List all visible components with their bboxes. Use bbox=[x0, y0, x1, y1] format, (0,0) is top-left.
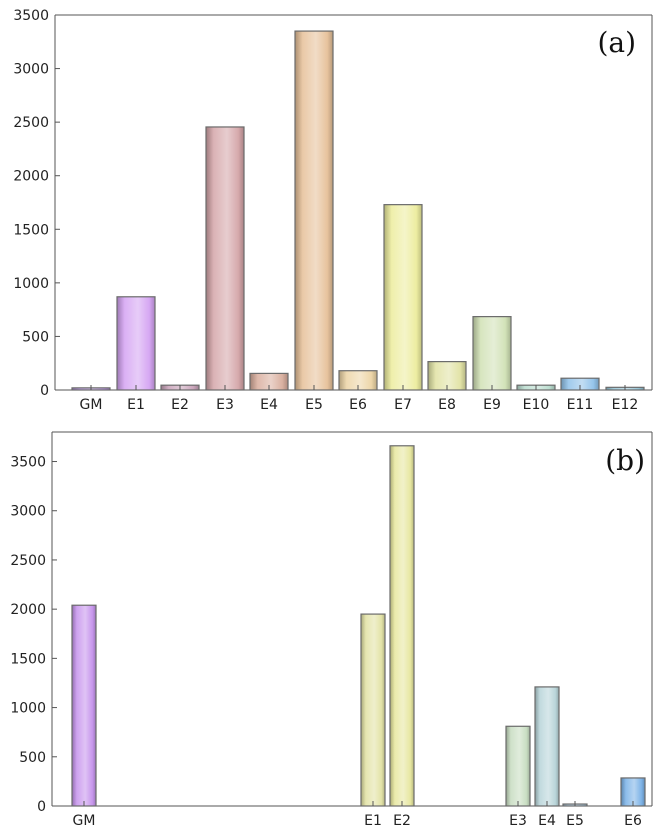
b-xtick-label: E5 bbox=[566, 813, 584, 829]
a-ytick-label: 0 bbox=[40, 383, 49, 399]
a-xtick-label: GM bbox=[80, 397, 103, 413]
b-bar-e4 bbox=[534, 686, 560, 807]
a-xtick-label: E4 bbox=[260, 397, 278, 413]
panel-a-label: (a) bbox=[597, 26, 636, 59]
a-bar-e5 bbox=[294, 30, 334, 391]
b-xtick-label: E2 bbox=[393, 813, 411, 829]
a-xtick-label: E12 bbox=[612, 397, 639, 413]
b-bar-e2 bbox=[389, 445, 415, 807]
a-ytick-label: 2500 bbox=[13, 115, 49, 131]
a-xtick-label: E1 bbox=[127, 397, 145, 413]
b-xtick-label: E1 bbox=[364, 813, 382, 829]
a-bar-e7 bbox=[383, 204, 423, 391]
a-xtick-label: E10 bbox=[523, 397, 550, 413]
b-xtick-label: GM bbox=[73, 813, 96, 829]
a-ytick-label: 3000 bbox=[13, 62, 49, 78]
b-ytick-label: 1500 bbox=[10, 651, 46, 667]
b-xtick-label: E6 bbox=[624, 813, 642, 829]
b-xtick-label: E3 bbox=[509, 813, 527, 829]
a-xtick-label: E11 bbox=[567, 397, 594, 413]
a-xtick-label: E7 bbox=[394, 397, 412, 413]
a-xtick-label: E8 bbox=[438, 397, 456, 413]
panel-b: 0 500 1000 1500 2000 2500 3000 3500 GM E1 E2 E3 E4 E… bbox=[10, 431, 653, 829]
b-ytick-label: 3500 bbox=[10, 455, 46, 471]
a-xtick-label: E6 bbox=[349, 397, 367, 413]
a-ytick-label: 1000 bbox=[13, 276, 49, 292]
a-bar-e3 bbox=[205, 126, 245, 391]
a-bar-e9 bbox=[472, 316, 512, 391]
b-ytick-label: 2000 bbox=[10, 602, 46, 618]
b-bar-e1 bbox=[360, 613, 386, 807]
a-xtick-label: E3 bbox=[216, 397, 234, 413]
b-xtick-label: E4 bbox=[538, 813, 556, 829]
a-xtick-label: E5 bbox=[305, 397, 323, 413]
b-ytick-label: 3000 bbox=[10, 504, 46, 520]
a-ytick-label: 500 bbox=[22, 329, 49, 345]
b-ytick-label: 1000 bbox=[10, 701, 46, 717]
a-ytick-label: 1500 bbox=[13, 222, 49, 238]
b-ytick-label: 0 bbox=[37, 799, 46, 815]
panel-b-label: (b) bbox=[605, 444, 645, 477]
b-bar-gm bbox=[71, 604, 97, 807]
a-ytick-label: 3500 bbox=[13, 8, 49, 24]
b-ytick-label: 2500 bbox=[10, 553, 46, 569]
a-xtick-label: E2 bbox=[171, 397, 189, 413]
a-ytick-label: 2000 bbox=[13, 169, 49, 185]
b-ytick-label: 500 bbox=[19, 750, 46, 766]
panel-a: 0 500 1000 1500 2000 2500 3000 3500 GM E1 E2 E3 E4 E… bbox=[13, 8, 653, 413]
a-bar-e1 bbox=[116, 296, 156, 391]
b-bar-e3 bbox=[505, 725, 531, 807]
a-xtick-label: E9 bbox=[483, 397, 501, 413]
